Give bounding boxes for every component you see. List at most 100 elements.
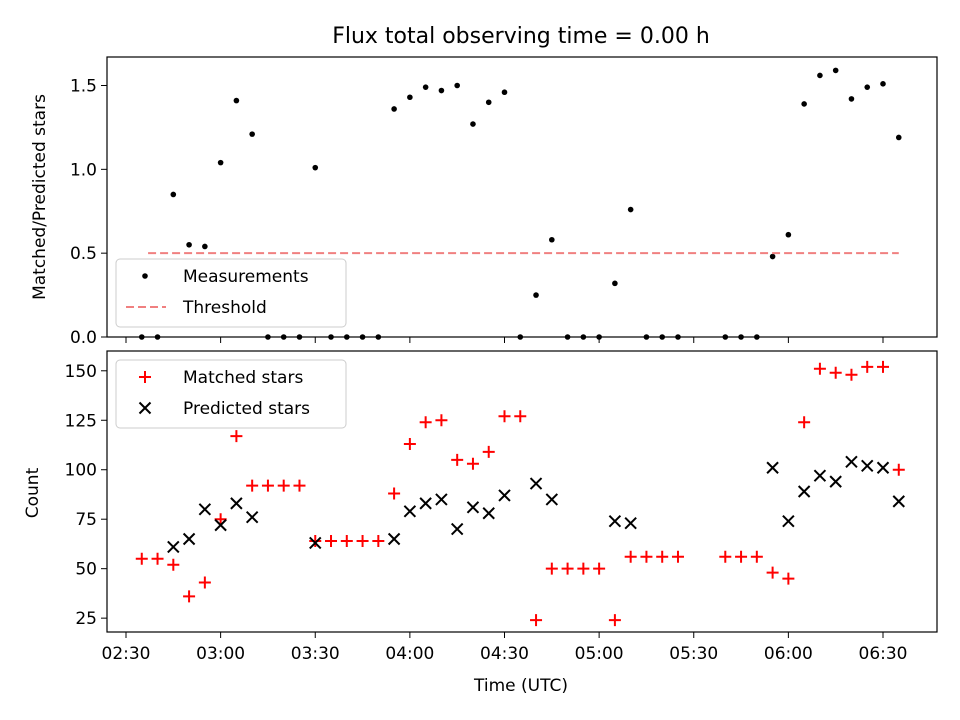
data-point bbox=[801, 101, 807, 107]
data-point bbox=[766, 461, 779, 474]
data-point bbox=[407, 94, 413, 101]
data-point bbox=[782, 514, 795, 528]
data-point bbox=[435, 414, 448, 427]
data-point bbox=[561, 562, 574, 575]
data-point bbox=[829, 366, 842, 379]
data-point bbox=[167, 558, 180, 571]
data-point bbox=[735, 550, 748, 563]
series-measurements bbox=[138, 67, 902, 340]
data-point bbox=[608, 514, 622, 528]
x-tick-label: 06:30 bbox=[859, 644, 908, 664]
x-tick-label: 05:00 bbox=[575, 644, 624, 664]
legend-label: Measurements bbox=[183, 267, 309, 287]
data-point bbox=[832, 67, 839, 74]
data-point bbox=[640, 550, 653, 563]
legend-label: Predicted stars bbox=[183, 399, 310, 419]
data-point bbox=[403, 505, 417, 518]
data-point bbox=[135, 552, 148, 565]
data-point bbox=[246, 479, 259, 492]
data-point bbox=[719, 550, 732, 563]
legend: Measurements Threshold bbox=[115, 258, 347, 328]
x-tick-label: 02:30 bbox=[102, 644, 151, 664]
legend: Matched stars Predicted stars bbox=[115, 359, 347, 429]
data-point bbox=[261, 479, 274, 492]
data-point bbox=[277, 479, 290, 492]
axes-frame bbox=[106, 56, 938, 338]
top-panel: 0.0 0.5 1.0 1.5 Measurements Threshold bbox=[70, 56, 938, 348]
data-point bbox=[435, 493, 448, 506]
data-point bbox=[183, 590, 196, 603]
data-point bbox=[451, 453, 464, 466]
data-point bbox=[151, 552, 164, 565]
bottom-ylabel: Count bbox=[23, 467, 43, 518]
data-point bbox=[892, 463, 905, 476]
data-point bbox=[612, 280, 618, 287]
data-point bbox=[766, 566, 779, 579]
data-point bbox=[198, 503, 212, 516]
data-point bbox=[530, 614, 543, 627]
data-point bbox=[861, 360, 874, 373]
data-point bbox=[388, 487, 401, 500]
y-tick-label: 50 bbox=[75, 560, 97, 580]
data-point bbox=[186, 241, 192, 248]
data-point bbox=[217, 159, 224, 166]
legend-swatch bbox=[138, 401, 152, 415]
data-point bbox=[545, 493, 559, 506]
data-point bbox=[498, 489, 511, 502]
data-point bbox=[170, 191, 177, 198]
y-tick-label: 0.5 bbox=[70, 244, 97, 264]
data-point bbox=[514, 410, 527, 423]
data-point bbox=[249, 131, 255, 137]
top-ylabel: Matched/Predicted stars bbox=[30, 94, 50, 300]
data-point bbox=[864, 84, 871, 90]
data-point bbox=[182, 532, 196, 546]
data-point bbox=[892, 495, 905, 508]
data-point bbox=[750, 550, 763, 563]
x-tick-label: 04:00 bbox=[385, 644, 434, 664]
series-predicted-stars bbox=[167, 455, 905, 554]
data-point bbox=[498, 410, 511, 423]
data-point bbox=[769, 253, 776, 260]
data-point bbox=[485, 99, 492, 106]
data-point bbox=[895, 134, 902, 141]
data-point bbox=[577, 562, 590, 575]
data-point bbox=[309, 534, 322, 547]
data-point bbox=[198, 576, 211, 589]
legend-label: Threshold bbox=[182, 298, 267, 318]
series-matched-stars bbox=[135, 360, 905, 627]
data-point bbox=[624, 550, 637, 563]
data-point bbox=[167, 540, 180, 554]
data-point bbox=[813, 362, 826, 375]
legend-label: Matched stars bbox=[183, 368, 303, 388]
data-point bbox=[482, 445, 495, 458]
data-point bbox=[813, 469, 827, 482]
data-point bbox=[450, 522, 464, 536]
x-tick-label: 05:30 bbox=[669, 644, 718, 664]
data-point bbox=[785, 231, 792, 238]
data-point bbox=[372, 534, 385, 547]
data-point bbox=[817, 72, 823, 79]
data-point bbox=[422, 84, 429, 90]
data-point bbox=[482, 507, 495, 520]
y-tick-label: 150 bbox=[65, 362, 97, 382]
data-point bbox=[797, 485, 811, 498]
data-point bbox=[202, 243, 208, 250]
data-point bbox=[876, 461, 890, 474]
data-point bbox=[608, 614, 621, 627]
data-point bbox=[845, 455, 858, 469]
data-point bbox=[798, 416, 811, 429]
x-tick-label: 03:30 bbox=[291, 644, 340, 664]
y-tick-label: 75 bbox=[75, 510, 97, 530]
data-point bbox=[470, 121, 476, 127]
data-point bbox=[312, 164, 319, 171]
data-point bbox=[230, 430, 243, 443]
x-tick-label: 03:00 bbox=[196, 644, 245, 664]
data-point bbox=[325, 534, 338, 547]
data-point bbox=[848, 96, 855, 102]
legend-swatch bbox=[139, 371, 151, 383]
data-point bbox=[880, 81, 886, 87]
legend-box bbox=[115, 258, 347, 328]
data-point bbox=[214, 513, 227, 526]
data-point bbox=[501, 89, 508, 96]
